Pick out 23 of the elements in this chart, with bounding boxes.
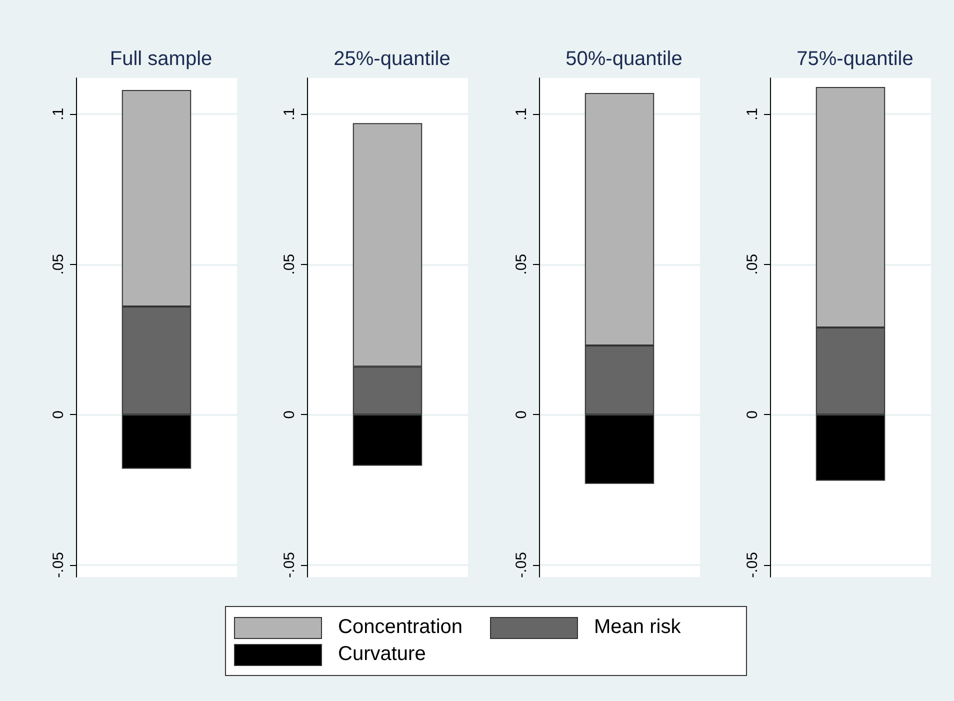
y-tick-label: .05 xyxy=(744,254,761,275)
y-tick-label: -.05 xyxy=(281,552,298,578)
y-tick-label: .1 xyxy=(50,108,67,120)
y-tick-label: -.05 xyxy=(513,552,530,578)
y-tick-label: 0 xyxy=(744,410,761,419)
y-tick-label: .05 xyxy=(281,254,298,275)
y-tick-label: .1 xyxy=(513,108,530,120)
chart-title: 50%-quantile xyxy=(566,48,682,70)
legend-label: Mean risk xyxy=(594,616,681,639)
y-tick-label: .1 xyxy=(281,108,298,120)
y-tick-label: .1 xyxy=(744,108,761,120)
y-tick-label: .05 xyxy=(50,254,67,275)
chart-title: 25%-quantile xyxy=(334,48,450,70)
legend-label: Concentration xyxy=(338,616,463,639)
y-tick-label: .05 xyxy=(513,254,530,275)
y-tick-label: 0 xyxy=(281,410,298,419)
chart-title: Full sample xyxy=(110,48,212,70)
chart-title: 75%-quantile xyxy=(796,48,914,70)
legend-label: Curvature xyxy=(338,643,426,666)
y-tick-label: 0 xyxy=(513,410,530,419)
y-tick-label: 0 xyxy=(50,410,67,419)
y-tick-label: -.05 xyxy=(744,552,761,578)
y-tick-label: -.05 xyxy=(50,552,67,578)
